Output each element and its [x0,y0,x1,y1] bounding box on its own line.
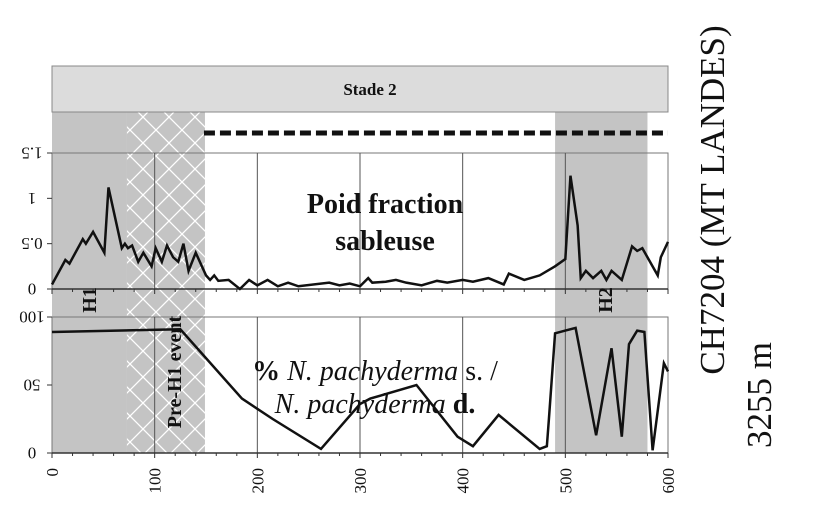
band-label: H2 [595,287,617,313]
stage-label: Stade 2 [343,80,396,99]
x-tick-label: 300 [351,468,370,494]
x-tick-label: 600 [659,468,678,494]
series-line-lower [51,326,670,451]
y-tick-label: 0 [28,280,37,299]
x-tick-label: 200 [248,468,267,494]
x-tick-label: 400 [454,468,473,494]
x-tick-label: 0 [43,468,62,477]
series-line-upper [50,175,670,291]
y-tick-label: 1 [28,189,37,208]
y-tick-label: 1.5 [21,144,42,163]
band-pre-h1-event [126,112,205,453]
y-tick-label: 0 [28,444,37,463]
band-label: Pre-H1 event [164,315,186,428]
lower-title-line1: % N. pachyderma s. / [252,356,498,387]
y-tick-label: 100 [19,308,45,327]
y-tick-label: 50 [24,376,41,395]
stage-bar [51,65,669,113]
y-tick-label: 0.5 [21,234,42,253]
x-tick-label: 100 [146,468,165,494]
band-h1 [52,112,127,453]
lower-title-line2: N. pachyderma d. [274,389,476,420]
upper-title-line2: sableuse [335,226,435,257]
band-h2 [555,112,648,453]
core-depth: 3255 m [740,342,779,448]
upper-title-line1: Poid fraction [307,189,464,220]
core-title: CH7204 (MT LANDES) [693,25,732,374]
band-label: H1 [79,287,101,313]
x-tick-label: 500 [556,468,575,494]
